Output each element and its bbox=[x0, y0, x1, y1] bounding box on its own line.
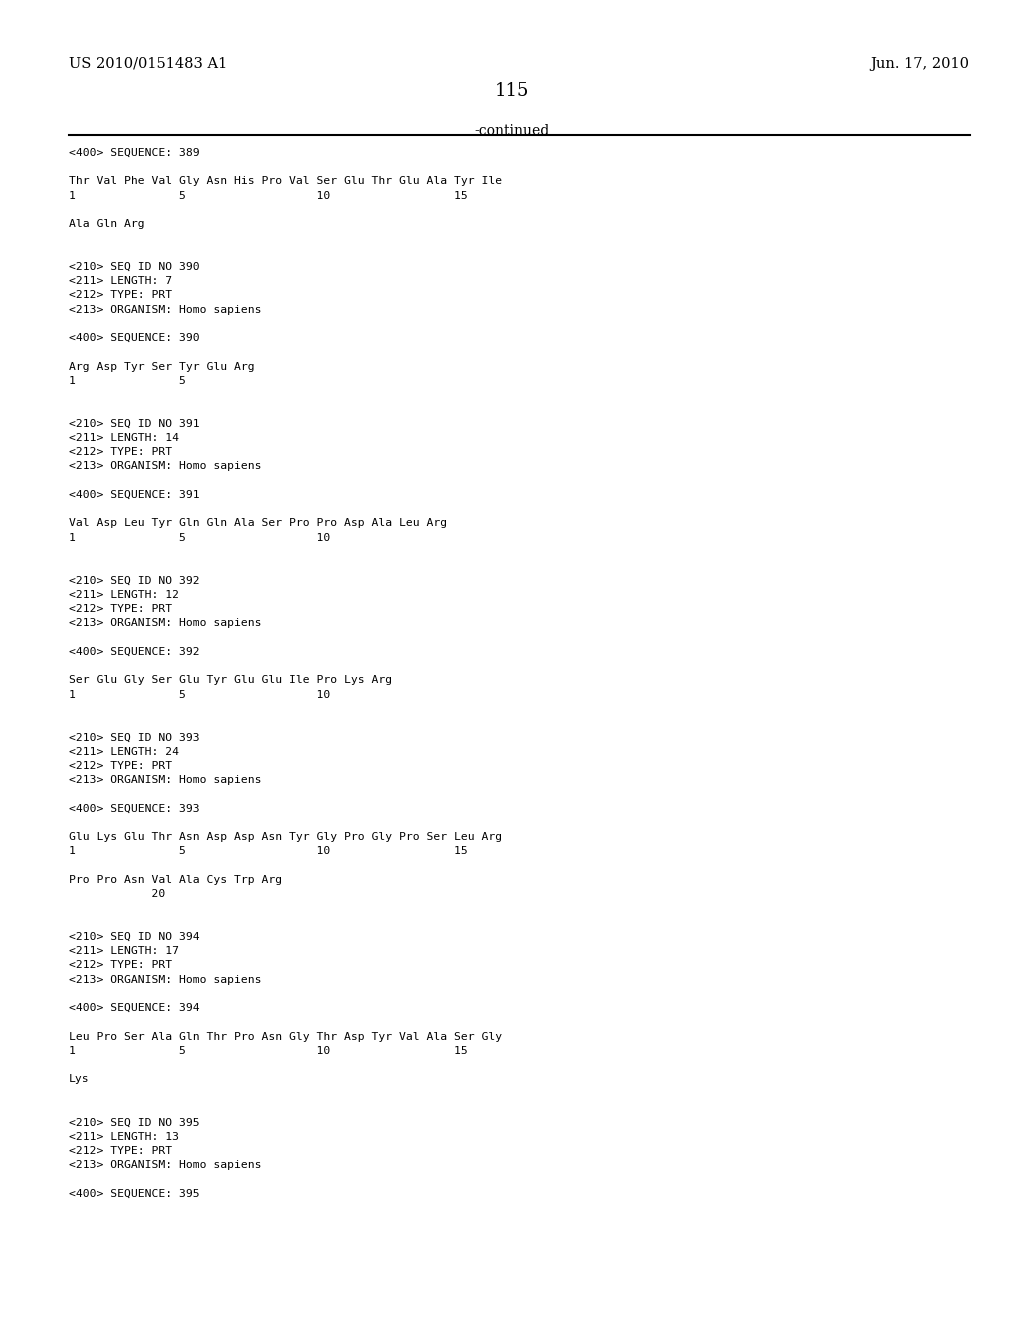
Text: <210> SEQ ID NO 391: <210> SEQ ID NO 391 bbox=[69, 418, 200, 429]
Text: <400> SEQUENCE: 395: <400> SEQUENCE: 395 bbox=[69, 1188, 200, 1199]
Text: <212> TYPE: PRT: <212> TYPE: PRT bbox=[69, 1146, 172, 1156]
Text: <211> LENGTH: 24: <211> LENGTH: 24 bbox=[69, 747, 178, 756]
Text: <400> SEQUENCE: 392: <400> SEQUENCE: 392 bbox=[69, 647, 200, 657]
Text: 1               5: 1 5 bbox=[69, 376, 185, 385]
Text: 1               5                   10                  15: 1 5 10 15 bbox=[69, 1045, 467, 1056]
Text: <213> ORGANISM: Homo sapiens: <213> ORGANISM: Homo sapiens bbox=[69, 974, 261, 985]
Text: US 2010/0151483 A1: US 2010/0151483 A1 bbox=[69, 57, 227, 71]
Text: Glu Lys Glu Thr Asn Asp Asp Asn Tyr Gly Pro Gly Pro Ser Leu Arg: Glu Lys Glu Thr Asn Asp Asp Asn Tyr Gly … bbox=[69, 832, 502, 842]
Text: <213> ORGANISM: Homo sapiens: <213> ORGANISM: Homo sapiens bbox=[69, 618, 261, 628]
Text: 1               5                   10                  15: 1 5 10 15 bbox=[69, 190, 467, 201]
Text: <210> SEQ ID NO 392: <210> SEQ ID NO 392 bbox=[69, 576, 200, 586]
Text: <400> SEQUENCE: 389: <400> SEQUENCE: 389 bbox=[69, 148, 200, 158]
Text: <210> SEQ ID NO 390: <210> SEQ ID NO 390 bbox=[69, 261, 200, 272]
Text: Thr Val Phe Val Gly Asn His Pro Val Ser Glu Thr Glu Ala Tyr Ile: Thr Val Phe Val Gly Asn His Pro Val Ser … bbox=[69, 177, 502, 186]
Text: Leu Pro Ser Ala Gln Thr Pro Asn Gly Thr Asp Tyr Val Ala Ser Gly: Leu Pro Ser Ala Gln Thr Pro Asn Gly Thr … bbox=[69, 1032, 502, 1041]
Text: 1               5                   10: 1 5 10 bbox=[69, 533, 330, 543]
Text: <212> TYPE: PRT: <212> TYPE: PRT bbox=[69, 290, 172, 301]
Text: <213> ORGANISM: Homo sapiens: <213> ORGANISM: Homo sapiens bbox=[69, 1160, 261, 1170]
Text: 115: 115 bbox=[495, 82, 529, 100]
Text: Jun. 17, 2010: Jun. 17, 2010 bbox=[870, 57, 970, 71]
Text: <213> ORGANISM: Homo sapiens: <213> ORGANISM: Homo sapiens bbox=[69, 305, 261, 314]
Text: <400> SEQUENCE: 390: <400> SEQUENCE: 390 bbox=[69, 333, 200, 343]
Text: <212> TYPE: PRT: <212> TYPE: PRT bbox=[69, 961, 172, 970]
Text: Ser Glu Gly Ser Glu Tyr Glu Glu Ile Pro Lys Arg: Ser Glu Gly Ser Glu Tyr Glu Glu Ile Pro … bbox=[69, 676, 392, 685]
Text: <211> LENGTH: 13: <211> LENGTH: 13 bbox=[69, 1131, 178, 1142]
Text: Arg Asp Tyr Ser Tyr Glu Arg: Arg Asp Tyr Ser Tyr Glu Arg bbox=[69, 362, 254, 372]
Text: <400> SEQUENCE: 391: <400> SEQUENCE: 391 bbox=[69, 490, 200, 500]
Text: -continued: -continued bbox=[474, 124, 550, 139]
Text: <213> ORGANISM: Homo sapiens: <213> ORGANISM: Homo sapiens bbox=[69, 462, 261, 471]
Text: Val Asp Leu Tyr Gln Gln Ala Ser Pro Pro Asp Ala Leu Arg: Val Asp Leu Tyr Gln Gln Ala Ser Pro Pro … bbox=[69, 519, 446, 528]
Text: <213> ORGANISM: Homo sapiens: <213> ORGANISM: Homo sapiens bbox=[69, 775, 261, 785]
Text: Pro Pro Asn Val Ala Cys Trp Arg: Pro Pro Asn Val Ala Cys Trp Arg bbox=[69, 875, 282, 884]
Text: 1               5                   10                  15: 1 5 10 15 bbox=[69, 846, 467, 857]
Text: <210> SEQ ID NO 394: <210> SEQ ID NO 394 bbox=[69, 932, 200, 942]
Text: <210> SEQ ID NO 393: <210> SEQ ID NO 393 bbox=[69, 733, 200, 742]
Text: <212> TYPE: PRT: <212> TYPE: PRT bbox=[69, 447, 172, 457]
Text: <400> SEQUENCE: 394: <400> SEQUENCE: 394 bbox=[69, 1003, 200, 1014]
Text: <210> SEQ ID NO 395: <210> SEQ ID NO 395 bbox=[69, 1117, 200, 1127]
Text: <400> SEQUENCE: 393: <400> SEQUENCE: 393 bbox=[69, 804, 200, 813]
Text: <212> TYPE: PRT: <212> TYPE: PRT bbox=[69, 605, 172, 614]
Text: 1               5                   10: 1 5 10 bbox=[69, 689, 330, 700]
Text: <211> LENGTH: 7: <211> LENGTH: 7 bbox=[69, 276, 172, 286]
Text: <212> TYPE: PRT: <212> TYPE: PRT bbox=[69, 760, 172, 771]
Text: 20: 20 bbox=[69, 890, 165, 899]
Text: <211> LENGTH: 17: <211> LENGTH: 17 bbox=[69, 946, 178, 956]
Text: <211> LENGTH: 12: <211> LENGTH: 12 bbox=[69, 590, 178, 599]
Text: Ala Gln Arg: Ala Gln Arg bbox=[69, 219, 144, 230]
Text: Lys: Lys bbox=[69, 1074, 89, 1085]
Text: <211> LENGTH: 14: <211> LENGTH: 14 bbox=[69, 433, 178, 444]
